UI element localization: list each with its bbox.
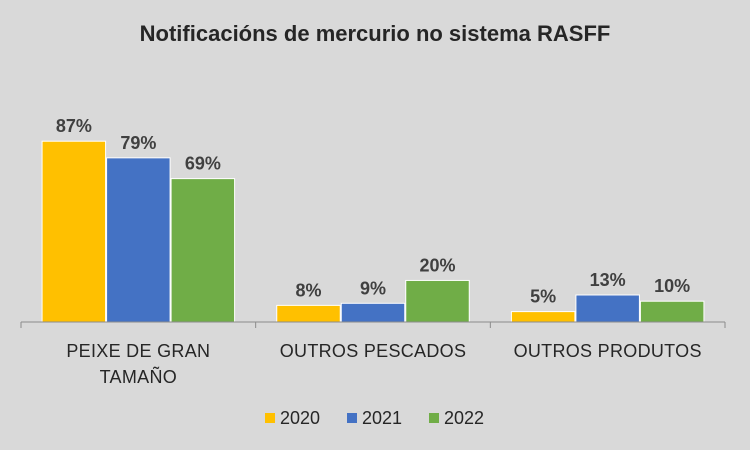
category-label-3-line1: OUTROS PRODUTOS [514,341,702,361]
data-label-2021-cat1: 79% [120,133,156,153]
data-labels-layer: 87% 79% 69% 8% 9% 20% 5% 13% 10% [56,116,690,306]
data-label-2022-cat3: 10% [654,276,690,296]
legend-label-2020: 2020 [280,408,320,428]
legend-label-2021: 2021 [362,408,402,428]
data-label-2021-cat3: 13% [590,270,626,290]
legend-label-2022: 2022 [444,408,484,428]
x-axis-ticks [20,322,726,328]
data-label-2020-cat2: 8% [295,280,321,300]
data-label-2022-cat2: 20% [419,255,455,275]
data-label-2020-cat1: 87% [56,116,92,136]
bar-2021-cat1 [106,157,171,323]
data-label-2020-cat3: 5% [530,287,556,307]
bar-2020-cat3 [510,311,576,323]
bar-2022-cat2 [405,279,470,323]
category-labels: PEIXE DE GRAN TAMAÑO OUTROS PESCADOS OUTROS… [66,341,701,387]
bar-2021-cat2 [340,302,406,323]
chart-title: Notificacións de mercurio no sistema RAS… [140,21,611,46]
bars-layer [41,140,705,323]
bar-2022-cat3 [639,300,705,323]
bar-2020-cat1 [41,140,107,323]
legend-swatch-2022 [429,413,439,423]
legend: 2020 2021 2022 [265,408,484,428]
data-label-2021-cat2: 9% [360,278,386,298]
data-label-2022-cat1: 69% [185,154,221,174]
category-label-1-line2: TAMAÑO [100,366,177,387]
category-label-1-line1: PEIXE DE GRAN [66,341,210,361]
category-label-2-line1: OUTROS PESCADOS [280,341,467,361]
legend-swatch-2021 [347,413,357,423]
legend-swatch-2020 [265,413,275,423]
bar-2021-cat3 [575,294,640,323]
bar-2020-cat2 [276,304,341,323]
bar-2022-cat1 [170,178,236,323]
